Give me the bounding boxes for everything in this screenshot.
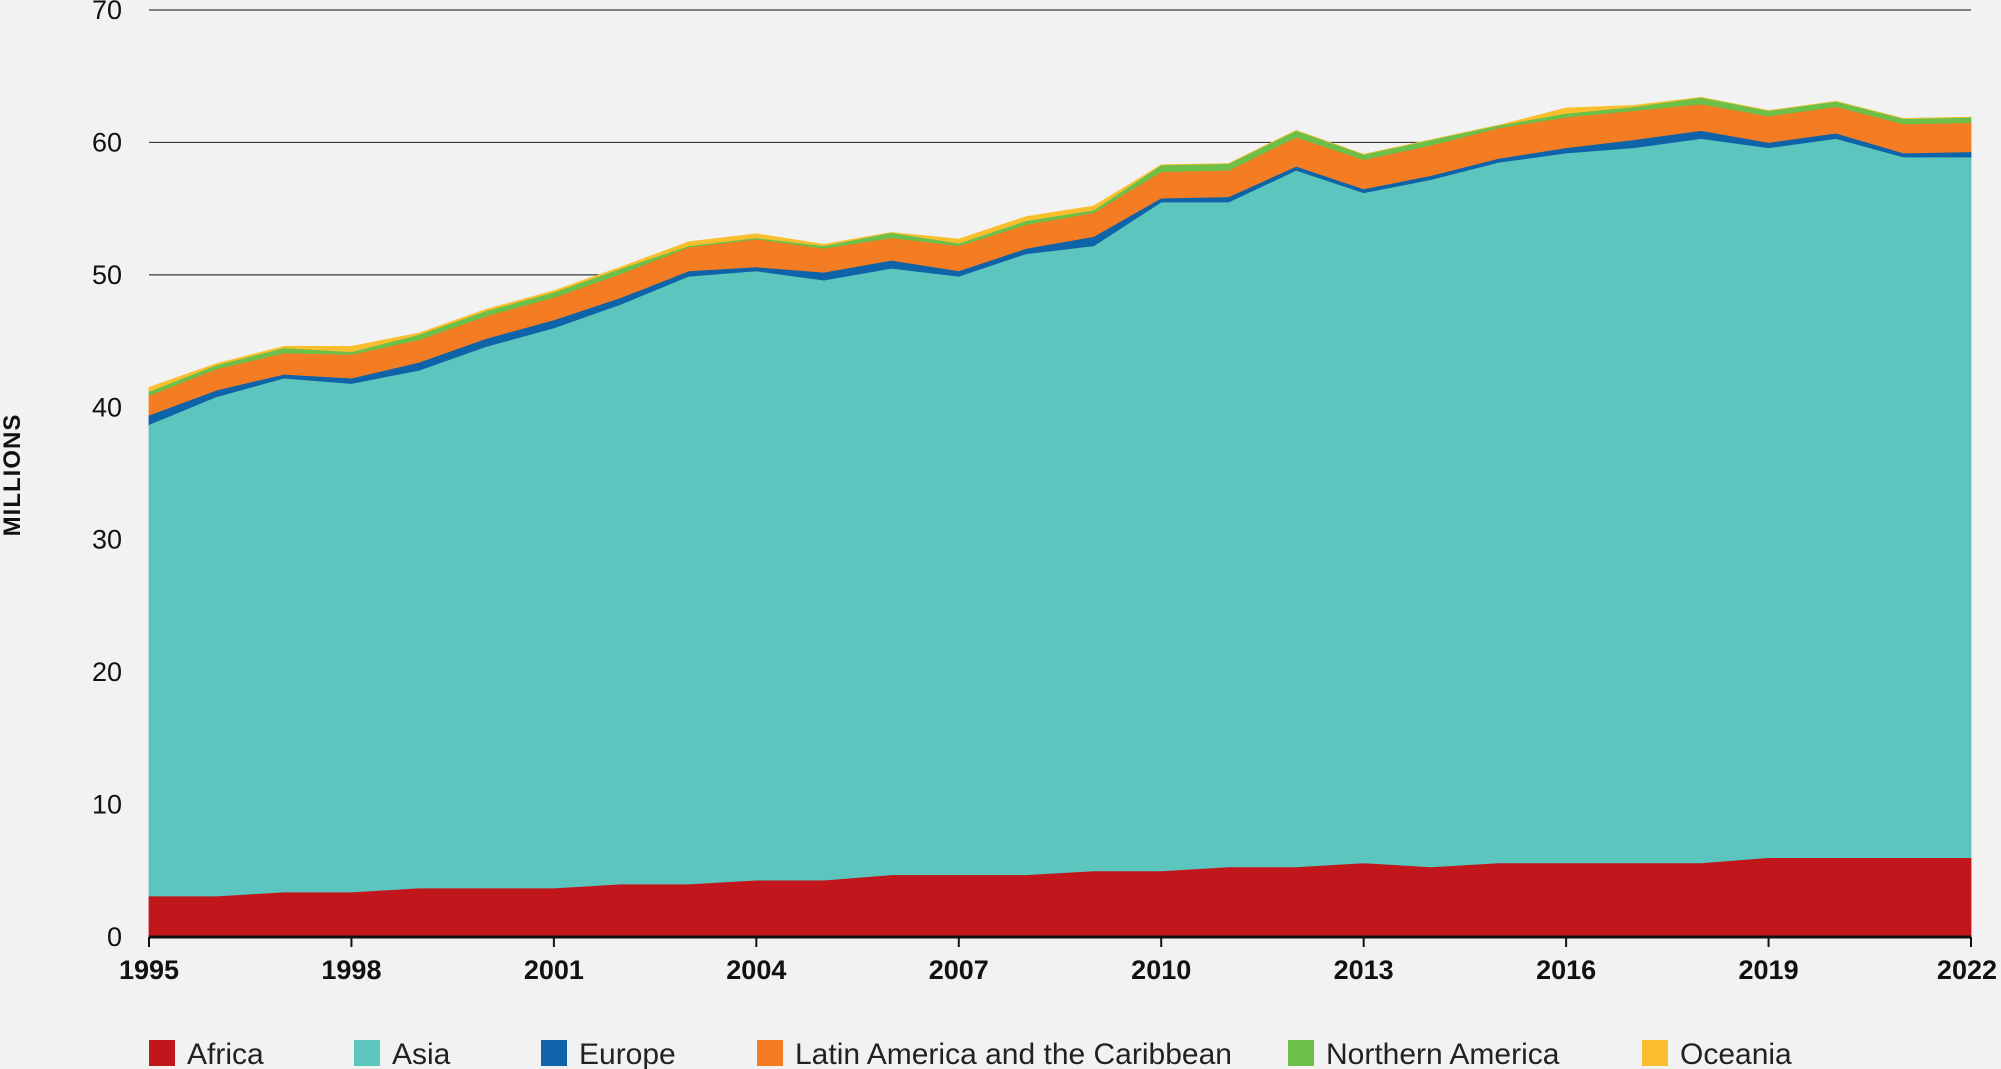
x-tick-label-2013: 2013	[1334, 955, 1394, 985]
x-tick-label-2010: 2010	[1131, 955, 1191, 985]
y-tick-label-70: 70	[92, 0, 122, 25]
x-tick-label-1998: 1998	[321, 955, 381, 985]
legend-label-africa: Africa	[187, 1038, 264, 1069]
area-series	[148, 96, 1972, 938]
x-tick-label-2004: 2004	[726, 955, 786, 985]
legend-label-latin-america-and-the-caribbean: Latin America and the Caribbean	[795, 1038, 1232, 1069]
legend-item-asia: Asia	[354, 1038, 451, 1069]
legend-swatch-oceania	[1642, 1040, 1668, 1066]
legend-item-northern-america: Northern America	[1288, 1038, 1560, 1069]
legend: Africa Asia Europe Latin America and the Ca…	[149, 1038, 1792, 1069]
y-tick-label-20: 20	[92, 657, 122, 687]
y-tick-label-30: 30	[92, 525, 122, 555]
legend-label-europe: Europe	[579, 1038, 676, 1069]
x-tick-label-2019: 2019	[1739, 955, 1799, 985]
legend-item-latin-america-and-the-caribbean: Latin America and the Caribbean	[757, 1038, 1232, 1069]
legend-swatch-northern-america	[1288, 1040, 1314, 1066]
y-axis-title: MILLIONS	[0, 414, 26, 537]
legend-item-europe: Europe	[541, 1038, 676, 1069]
y-tick-labels: 0 10 20 30 40 50 60 70	[92, 0, 122, 952]
legend-swatch-europe	[541, 1040, 567, 1066]
legend-swatch-asia	[354, 1040, 380, 1066]
legend-label-oceania: Oceania	[1680, 1038, 1792, 1069]
y-tick-label-10: 10	[92, 790, 122, 820]
x-tick-label-2022: 2022	[1937, 955, 1997, 985]
x-tick-label-2016: 2016	[1536, 955, 1596, 985]
axes	[148, 935, 1972, 947]
area-oceania	[148, 96, 1972, 392]
legend-swatch-africa	[149, 1040, 175, 1066]
legend-label-asia: Asia	[392, 1038, 451, 1069]
x-tick-label-1995: 1995	[119, 955, 179, 985]
legend-item-oceania: Oceania	[1642, 1038, 1792, 1069]
y-tick-label-60: 60	[92, 127, 122, 157]
y-tick-label-0: 0	[107, 922, 122, 952]
legend-label-northern-america: Northern America	[1326, 1038, 1560, 1069]
x-tick-label-2001: 2001	[524, 955, 584, 985]
x-tick-label-2007: 2007	[929, 955, 989, 985]
area-asia	[148, 138, 1972, 897]
y-tick-label-50: 50	[92, 260, 122, 290]
y-tick-label-40: 40	[92, 392, 122, 422]
x-tick-labels: 1995 1998 2001 2004 2007 2010 2013 2016 2019 2022	[119, 955, 1997, 985]
legend-item-africa: Africa	[149, 1038, 264, 1069]
legend-swatch-latin-america-and-the-caribbean	[757, 1040, 783, 1066]
